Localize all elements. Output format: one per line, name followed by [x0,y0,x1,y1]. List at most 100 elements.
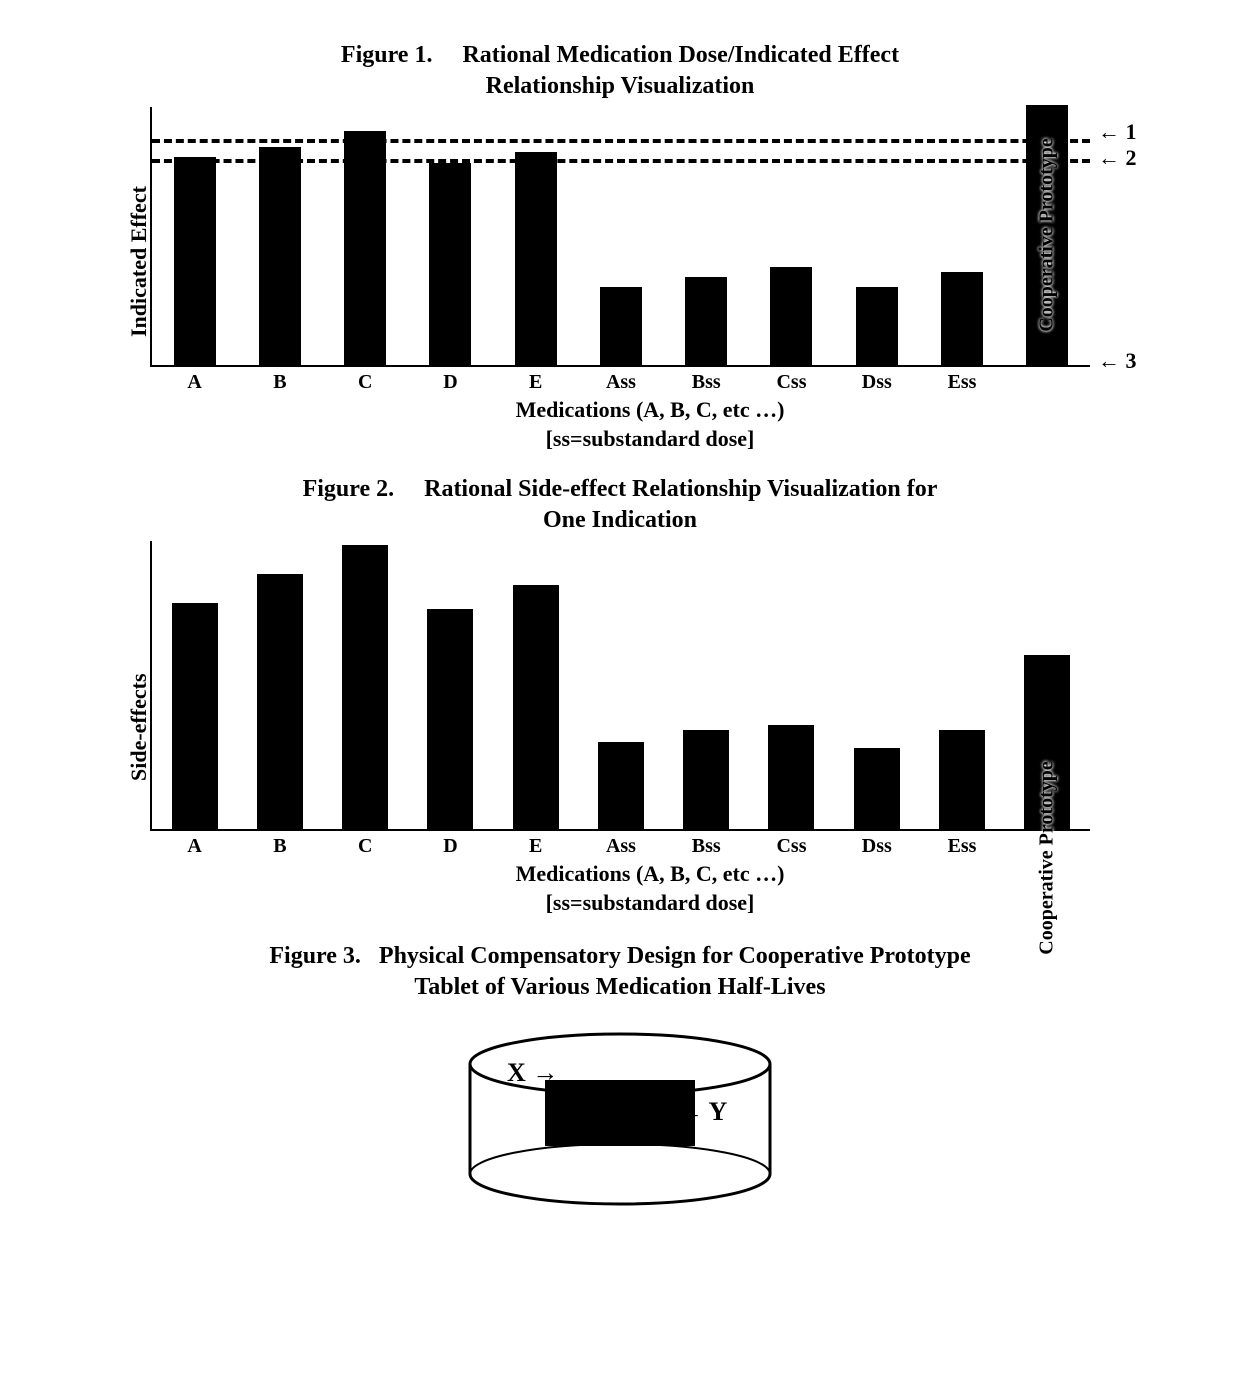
figure2-title-line2: One Indication [543,507,697,533]
bar-slot [664,277,749,365]
figure2-x-caption-l2: [ss=substandard dose] [546,890,755,915]
bar-slot [919,272,1004,366]
bar-slot [919,730,1004,829]
figure1-x-caption-l2: [ss=substandard dose] [546,426,755,451]
cooperative-prototype-label: Cooperative Prototype [1036,761,1059,954]
bar-label: Css [749,831,834,858]
arrow-marker: ← 1 [1098,119,1137,145]
figure2-title-line1: Rational Side-effect Relationship Visual… [424,476,937,502]
bar [941,272,983,366]
bar [429,163,471,366]
bar-slot [152,603,237,829]
bar [856,287,898,365]
bar-label: A [152,831,237,858]
bar [770,267,812,366]
bar-label: Dss [834,367,919,394]
figure2-y-axis-label: Side-effects [126,673,152,781]
bar-label: B [237,367,322,394]
bar-label: Ess [919,367,1004,394]
bar-label [1005,367,1090,394]
cooperative-prototype-label: Cooperative Prototype [1036,139,1059,332]
figure2-plot-area: Cooperative Prototype [150,541,1090,831]
bar [342,545,388,829]
bar [513,585,559,829]
bar-slot [323,131,408,365]
figure1-title-line2: Relationship Visualization [486,73,755,99]
bar [515,152,557,365]
figure1-title: Figure 1. Rational Medication Dose/Indic… [170,40,1070,102]
figure3-diagram: X → ← Y [410,1024,830,1224]
bar-slot [237,574,322,829]
figure1-plot-area: Cooperative Prototype← 1← 2← 3 [150,107,1090,367]
figure2-title: Figure 2. Rational Side-effect Relations… [150,474,1090,536]
figure3-label: Figure 3. [269,943,361,969]
bar-slot [664,730,749,829]
bar-slot [834,287,919,365]
figure2-label: Figure 2. [303,476,395,502]
figure1-x-caption: Medications (A, B, C, etc …) [ss=substan… [150,396,1150,453]
bar-slot [493,585,578,829]
bar-slot [408,609,493,829]
bar-slot [578,742,663,829]
figure1-title-line1: Rational Medication Dose/Indicated Effec… [462,42,899,68]
figure3-title: Figure 3. Physical Compensatory Design f… [170,941,1070,1003]
bar-label: Ess [919,831,1004,858]
bar-slot [749,725,834,829]
bar-label: Dss [834,831,919,858]
figure1-label: Figure 1. [341,42,433,68]
bar-label: D [408,831,493,858]
bar-slot [493,152,578,365]
tablet-svg [430,1024,810,1224]
bar [768,725,814,829]
bar-label: D [408,367,493,394]
bar-slot [408,163,493,366]
bar-label: B [237,831,322,858]
figure1-bar-labels: ABCDEAssBssCssDssEss [150,367,1090,394]
bar-label: E [493,831,578,858]
arrow-marker: ← 2 [1098,145,1137,171]
bar [259,147,301,365]
bar-slot [323,545,408,829]
bar-slot [578,287,663,365]
figure1-x-caption-l1: Medications (A, B, C, etc …) [516,397,785,422]
figure2-x-caption-l1: Medications (A, B, C, etc …) [516,861,785,886]
bar-label: Ass [578,831,663,858]
figure3-title-line2: Tablet of Various Medication Half-Lives [414,974,825,1000]
figure1-y-axis-label: Indicated Effect [126,186,152,337]
bar-slot [834,748,919,829]
bar [427,609,473,829]
figure3-title-line1: Physical Compensatory Design for Coopera… [379,943,971,969]
bar-slot: Cooperative Prototype [1005,105,1090,365]
arrow-marker: ← 3 [1098,348,1137,374]
bar [683,730,729,829]
bar [685,277,727,365]
bar-label: E [493,367,578,394]
bar [854,748,900,829]
bar-label: Bss [664,367,749,394]
bar [172,603,218,829]
figure3-label-y: ← Y [677,1097,727,1127]
bar-label: A [152,367,237,394]
bar-slot [152,157,237,365]
figure2-x-caption: Medications (A, B, C, etc …) [ss=substan… [150,860,1150,917]
bar [344,131,386,365]
bar [174,157,216,365]
figure2-chart: Side-effects Cooperative Prototype ABCDE… [90,541,1150,917]
figure2-bar-labels: ABCDEAssBssCssDssEss [150,831,1090,858]
bar-slot [237,147,322,365]
bar-label: C [323,367,408,394]
bar [939,730,985,829]
bar-slot: Cooperative Prototype [1005,655,1090,829]
figure1-chart: Indicated Effect Cooperative Prototype← … [90,107,1150,453]
bar-label: Bss [664,831,749,858]
bar-slot [749,267,834,366]
bar-label: C [323,831,408,858]
bar-label: Css [749,367,834,394]
bar [257,574,303,829]
bar [598,742,644,829]
reference-line [152,139,1090,143]
page-root: Figure 1. Rational Medication Dose/Indic… [0,0,1240,1264]
bar-label: Ass [578,367,663,394]
figure3-label-x: X → [507,1058,558,1088]
bar [600,287,642,365]
